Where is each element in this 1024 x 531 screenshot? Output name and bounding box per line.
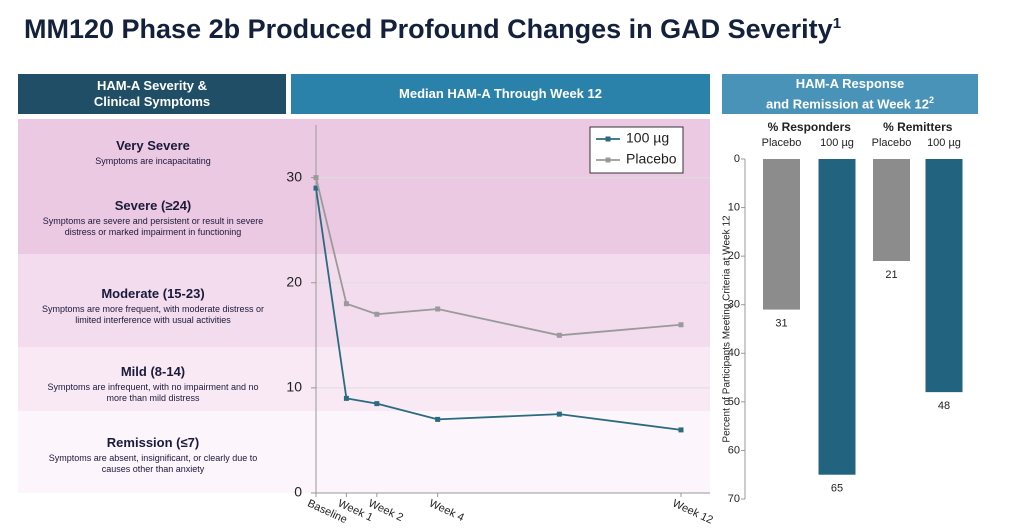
bar: [818, 159, 856, 475]
title-text: MM120 Phase 2b Produced Profound Changes…: [24, 14, 833, 44]
x-tick-label: Week 4: [427, 497, 466, 524]
value-label: 65: [831, 483, 843, 495]
series-line: [315, 177, 682, 337]
y-tick-label: 30: [286, 168, 302, 184]
y-tick-label: 30: [728, 299, 740, 311]
bar: [763, 159, 800, 310]
severity-level: Mild (8-14) Symptoms are infrequent, with…: [22, 364, 284, 404]
point: [435, 306, 441, 312]
header-line: and Remission at Week 122: [722, 92, 978, 112]
response-header: HAM-A Response and Remission at Week 122: [722, 74, 978, 114]
y-axis-label: Percent of Participants Meeting Criteria…: [722, 215, 733, 443]
y-tick-label: 0: [294, 484, 302, 500]
level-name: Severe (≥24): [114, 198, 192, 213]
bar: [925, 159, 963, 393]
y-tick-label: 70: [728, 493, 740, 505]
group-label: % Responders: [768, 120, 852, 134]
category-label: 100 µg: [927, 137, 961, 149]
level-name: Very Severe: [116, 138, 190, 153]
legend-box: [589, 126, 684, 174]
series-line: [315, 187, 682, 431]
header-line: Clinical Symptoms: [93, 94, 211, 109]
y-tick-label: 40: [728, 347, 740, 359]
group-label: % Remitters: [883, 120, 953, 134]
level-description: Symptoms are severe and persistent or re…: [42, 216, 264, 237]
point: [343, 301, 349, 307]
level-name: Remission (≤7): [106, 435, 200, 450]
level-description: Symptoms are incapacitating: [95, 156, 211, 166]
title-footnote: 1: [832, 15, 842, 32]
level-description: Symptoms are infrequent, with no impairm…: [47, 382, 259, 403]
y-tick-label: 20: [728, 250, 740, 262]
legend-marker: [605, 157, 611, 163]
severity-level: Severe (≥24) Symptoms are severe and pers…: [22, 198, 284, 238]
point: [374, 311, 380, 317]
legend-label: 100 µg: [626, 130, 669, 146]
header-line: Median HAM-A Through Week 12: [399, 86, 602, 101]
point: [313, 185, 319, 191]
band-mild: [18, 347, 710, 411]
y-tick-label: 50: [728, 396, 740, 408]
header-text: and Remission at Week 12: [765, 96, 930, 112]
level-description: Symptoms are absent, insignificant, or c…: [48, 453, 258, 474]
value-label: 31: [775, 317, 787, 329]
band-remission: [18, 411, 710, 493]
header-line: HAM-A Response: [795, 75, 905, 91]
slide-title: MM120 Phase 2b Produced Profound Changes…: [24, 14, 841, 45]
y-tick-label: 10: [286, 379, 302, 395]
point: [313, 175, 319, 181]
median-header: Median HAM-A Through Week 12: [291, 74, 710, 114]
category-label: Placebo: [872, 137, 912, 149]
severity-level: Very Severe Symptoms are incapacitating: [22, 138, 284, 167]
legend-marker: [605, 136, 611, 142]
legend-label: Placebo: [626, 151, 677, 167]
level-name: Mild (8-14): [120, 364, 186, 379]
point: [556, 332, 562, 338]
bar: [873, 159, 910, 261]
point: [678, 322, 684, 328]
value-label: 21: [885, 269, 897, 281]
point: [374, 401, 380, 407]
level-description: Symptoms are more frequent, with moderat…: [41, 304, 265, 325]
point: [678, 427, 684, 433]
header-line: HAM-A Severity &: [96, 78, 208, 93]
y-tick-label: 10: [728, 201, 740, 213]
x-tick-label: Week 2: [366, 497, 405, 524]
category-label: Placebo: [762, 137, 802, 149]
severity-level: Moderate (15-23) Symptoms are more freque…: [22, 286, 284, 326]
category-label: 100 µg: [820, 137, 854, 149]
y-tick-label: 20: [286, 273, 302, 289]
point: [343, 395, 349, 401]
point: [556, 411, 562, 417]
severity-level: Remission (≤7) Symptoms are absent, insig…: [22, 435, 284, 475]
x-tick-label: Week 12: [671, 497, 715, 526]
point: [435, 416, 441, 422]
y-tick-label: 0: [734, 153, 740, 165]
level-name: Moderate (15-23): [101, 286, 205, 301]
header-footnote: 2: [929, 94, 935, 105]
y-tick-label: 60: [728, 444, 740, 456]
value-label: 48: [938, 400, 950, 412]
severity-header: HAM-A Severity & Clinical Symptoms: [18, 74, 286, 114]
